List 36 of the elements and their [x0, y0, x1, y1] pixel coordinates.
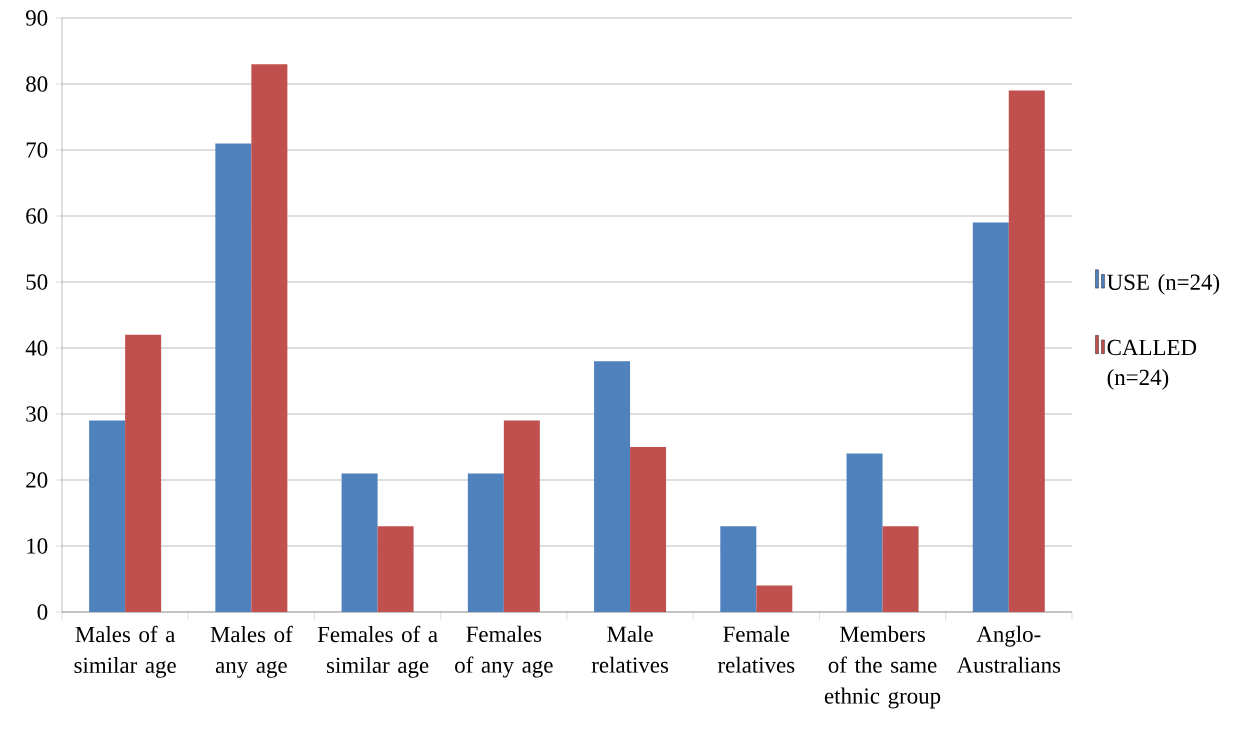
x-tick-label: Male relatives — [591, 625, 669, 673]
x-tick-label: Males of a similar age — [74, 625, 176, 678]
bar — [125, 334, 162, 612]
bar — [1008, 90, 1045, 612]
bar — [594, 361, 631, 612]
y-tick-label: 20 — [26, 472, 48, 488]
bar — [215, 143, 252, 612]
x-tick-label: Females of any age — [455, 625, 553, 678]
bar — [467, 473, 504, 612]
bar — [341, 473, 378, 612]
x-tick-label: Female relatives — [717, 625, 795, 673]
bar — [251, 64, 288, 612]
x-tick-label: Males of any age — [210, 625, 293, 678]
legend-label: CALLED (n=24) — [1107, 339, 1197, 390]
bar — [720, 526, 757, 612]
bar — [882, 526, 919, 612]
bar — [972, 222, 1009, 612]
y-tick-label: 90 — [25, 10, 48, 26]
y-tick-label: 10 — [27, 538, 48, 554]
y-tick-label: 50 — [26, 274, 48, 290]
x-tick-label: Females of a similar age — [317, 625, 438, 678]
x-tick-label: Anglo-Australians — [956, 625, 1061, 673]
bar — [630, 447, 667, 612]
bar — [846, 453, 883, 612]
legend-label: USE (n=24) — [1107, 273, 1220, 295]
y-tick-label: 60 — [26, 208, 48, 224]
y-tick-label: 0 — [37, 604, 48, 620]
bar — [377, 526, 414, 612]
x-tick-label: Members of the same ethnic group — [824, 625, 941, 709]
y-tick-label: 80 — [26, 76, 48, 92]
y-tick-label: 70 — [26, 142, 48, 158]
y-tick-label: 40 — [25, 340, 48, 356]
y-tick-label: 30 — [26, 406, 48, 422]
bar — [89, 420, 126, 612]
bar — [756, 585, 793, 612]
bar — [503, 420, 540, 612]
